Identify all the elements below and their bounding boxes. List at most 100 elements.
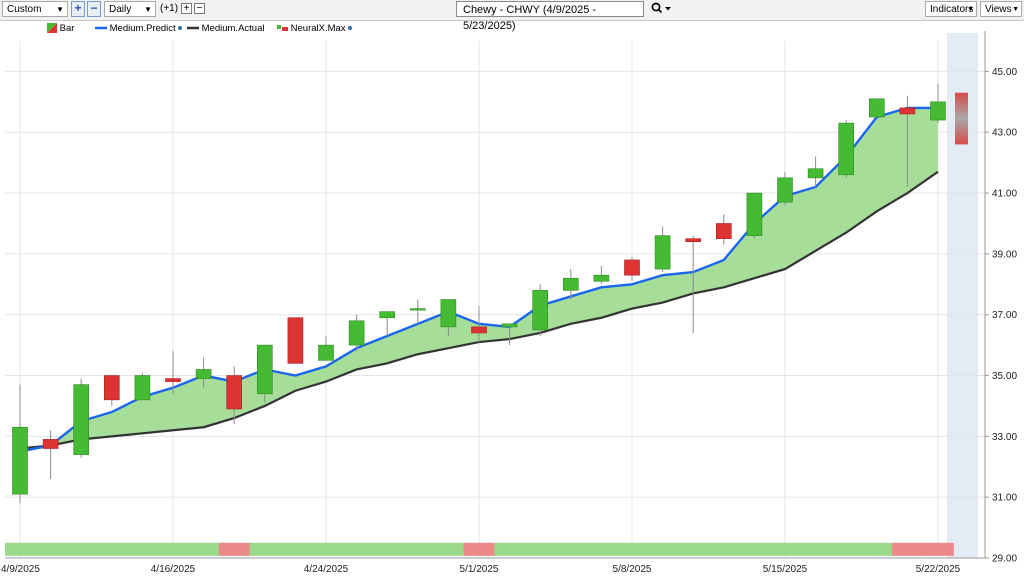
chevron-down-icon: ▼ xyxy=(144,5,152,14)
x-tick-label: 5/22/2025 xyxy=(916,564,961,575)
x-tick-label: 5/1/2025 xyxy=(460,564,499,575)
signal-band-red xyxy=(463,542,495,556)
candle-down xyxy=(899,107,916,115)
zoom-out-button[interactable]: − xyxy=(87,1,101,17)
neuralx-legend-icon xyxy=(277,25,288,32)
period-select-value: Daily xyxy=(109,4,132,15)
signal-band-green xyxy=(402,542,434,556)
chevron-down-icon: ▼ xyxy=(1012,6,1019,13)
candle-up xyxy=(73,384,89,455)
legend-item-neuralx-max[interactable]: NeuralX.Max xyxy=(277,23,352,34)
chevron-down-icon: ▼ xyxy=(56,5,64,14)
candle-up xyxy=(868,98,885,118)
signal-band-green xyxy=(555,542,587,556)
candle-up xyxy=(593,274,610,282)
candle-down xyxy=(226,375,242,410)
signal-band-green xyxy=(647,542,679,556)
chart-title[interactable]: Chewy - CHWY (4/9/2025 - 5/23/2025) xyxy=(456,1,644,32)
signal-band-green xyxy=(96,542,128,556)
signal-band-green xyxy=(861,542,893,556)
candle-up xyxy=(654,235,671,270)
y-tick-label: 31.00 xyxy=(992,493,1017,504)
signal-band-green xyxy=(677,542,709,556)
legend-label-bar: Bar xyxy=(59,23,75,34)
legend-item-medium-actual[interactable]: Medium.Actual xyxy=(187,23,264,34)
chevron-down-icon: ▼ xyxy=(967,6,974,13)
price-chart[interactable]: 29.00 31.00 33.00 35.00 37.00 39.00 41.00 43.00… xyxy=(0,21,1024,579)
views-button[interactable]: Views ▼ xyxy=(980,1,1022,17)
settings-dot-icon[interactable] xyxy=(347,26,352,31)
signal-band-green xyxy=(5,542,36,556)
signal-band-green xyxy=(157,542,189,556)
search-button[interactable] xyxy=(650,1,672,17)
signal-band-green xyxy=(800,542,832,556)
candle-up xyxy=(838,122,855,176)
y-tick-label: 43.00 xyxy=(992,128,1017,139)
signal-band-green xyxy=(249,542,281,556)
toolbar: Custom ▼ + − Daily ▼ (+1) + − Chewy - CH… xyxy=(0,0,1024,32)
y-tick-label: 39.00 xyxy=(992,249,1017,260)
zoom-in-button[interactable]: + xyxy=(71,1,85,17)
offset-minus-button[interactable]: − xyxy=(194,3,205,14)
views-label: Views xyxy=(985,4,1012,15)
signal-band-green xyxy=(739,542,771,556)
signal-band-green xyxy=(310,542,342,556)
candle-up xyxy=(746,192,763,236)
signal-band-green xyxy=(341,542,373,556)
x-tick-label: 5/8/2025 xyxy=(613,564,652,575)
candle-down xyxy=(42,439,59,449)
neuralx-max-bar xyxy=(955,92,968,145)
candle-up xyxy=(134,375,151,401)
y-tick-label: 41.00 xyxy=(992,189,1017,200)
signal-band-red xyxy=(892,542,924,556)
signal-band-green xyxy=(769,542,801,556)
legend-item-bar[interactable]: Bar xyxy=(47,23,74,34)
x-tick-label: 4/9/2025 xyxy=(1,564,40,575)
signal-band-green xyxy=(830,542,862,556)
candle-down xyxy=(104,375,120,401)
line-legend-icon xyxy=(95,27,107,30)
candle-down xyxy=(471,326,487,334)
candle-up xyxy=(195,369,212,379)
candle-down xyxy=(715,223,732,239)
signal-band-green xyxy=(494,542,526,556)
signal-band-green xyxy=(280,542,312,556)
indicators-button[interactable]: Indicators ▼ xyxy=(925,1,977,17)
signal-band-green xyxy=(524,542,556,556)
candle-up xyxy=(501,323,518,328)
mode-select-value: Custom xyxy=(7,4,42,15)
candle-up xyxy=(409,308,426,311)
candle-up xyxy=(807,168,824,179)
signal-band-green xyxy=(708,542,740,556)
y-tick-label: 37.00 xyxy=(992,310,1017,321)
signal-band-red xyxy=(922,542,954,556)
candle-down xyxy=(287,317,304,364)
mode-select[interactable]: Custom ▼ xyxy=(2,1,68,17)
signal-band-green xyxy=(586,542,618,556)
signal-band-green xyxy=(65,542,97,556)
signal-band-green xyxy=(127,542,159,556)
line-legend-icon xyxy=(187,27,199,30)
candle-up xyxy=(440,299,457,328)
bar-legend-icon xyxy=(47,23,57,34)
offset-label: (+1) xyxy=(160,3,179,14)
signal-band-red xyxy=(218,542,250,556)
offset-plus-button[interactable]: + xyxy=(181,3,192,14)
signal-band-green xyxy=(371,542,403,556)
candle-up xyxy=(12,426,28,495)
y-tick-label: 45.00 xyxy=(992,67,1017,78)
signal-band-green xyxy=(35,542,67,556)
period-select[interactable]: Daily ▼ xyxy=(104,1,156,17)
signal-band-green xyxy=(188,542,220,556)
signal-band-green xyxy=(433,542,465,556)
indicators-label: Indicators xyxy=(930,4,974,15)
candle-up xyxy=(562,277,579,291)
legend-label-neuralx-max: NeuralX.Max xyxy=(290,23,346,34)
candle-up xyxy=(256,344,273,395)
y-tick-label: 29.00 xyxy=(992,554,1017,565)
y-tick-label: 35.00 xyxy=(992,371,1017,382)
legend-item-medium-predict[interactable]: Medium.Predict xyxy=(95,23,182,34)
settings-dot-icon[interactable] xyxy=(177,26,182,31)
legend-label-medium-predict: Medium.Predict xyxy=(109,23,176,34)
search-icon xyxy=(651,2,671,14)
